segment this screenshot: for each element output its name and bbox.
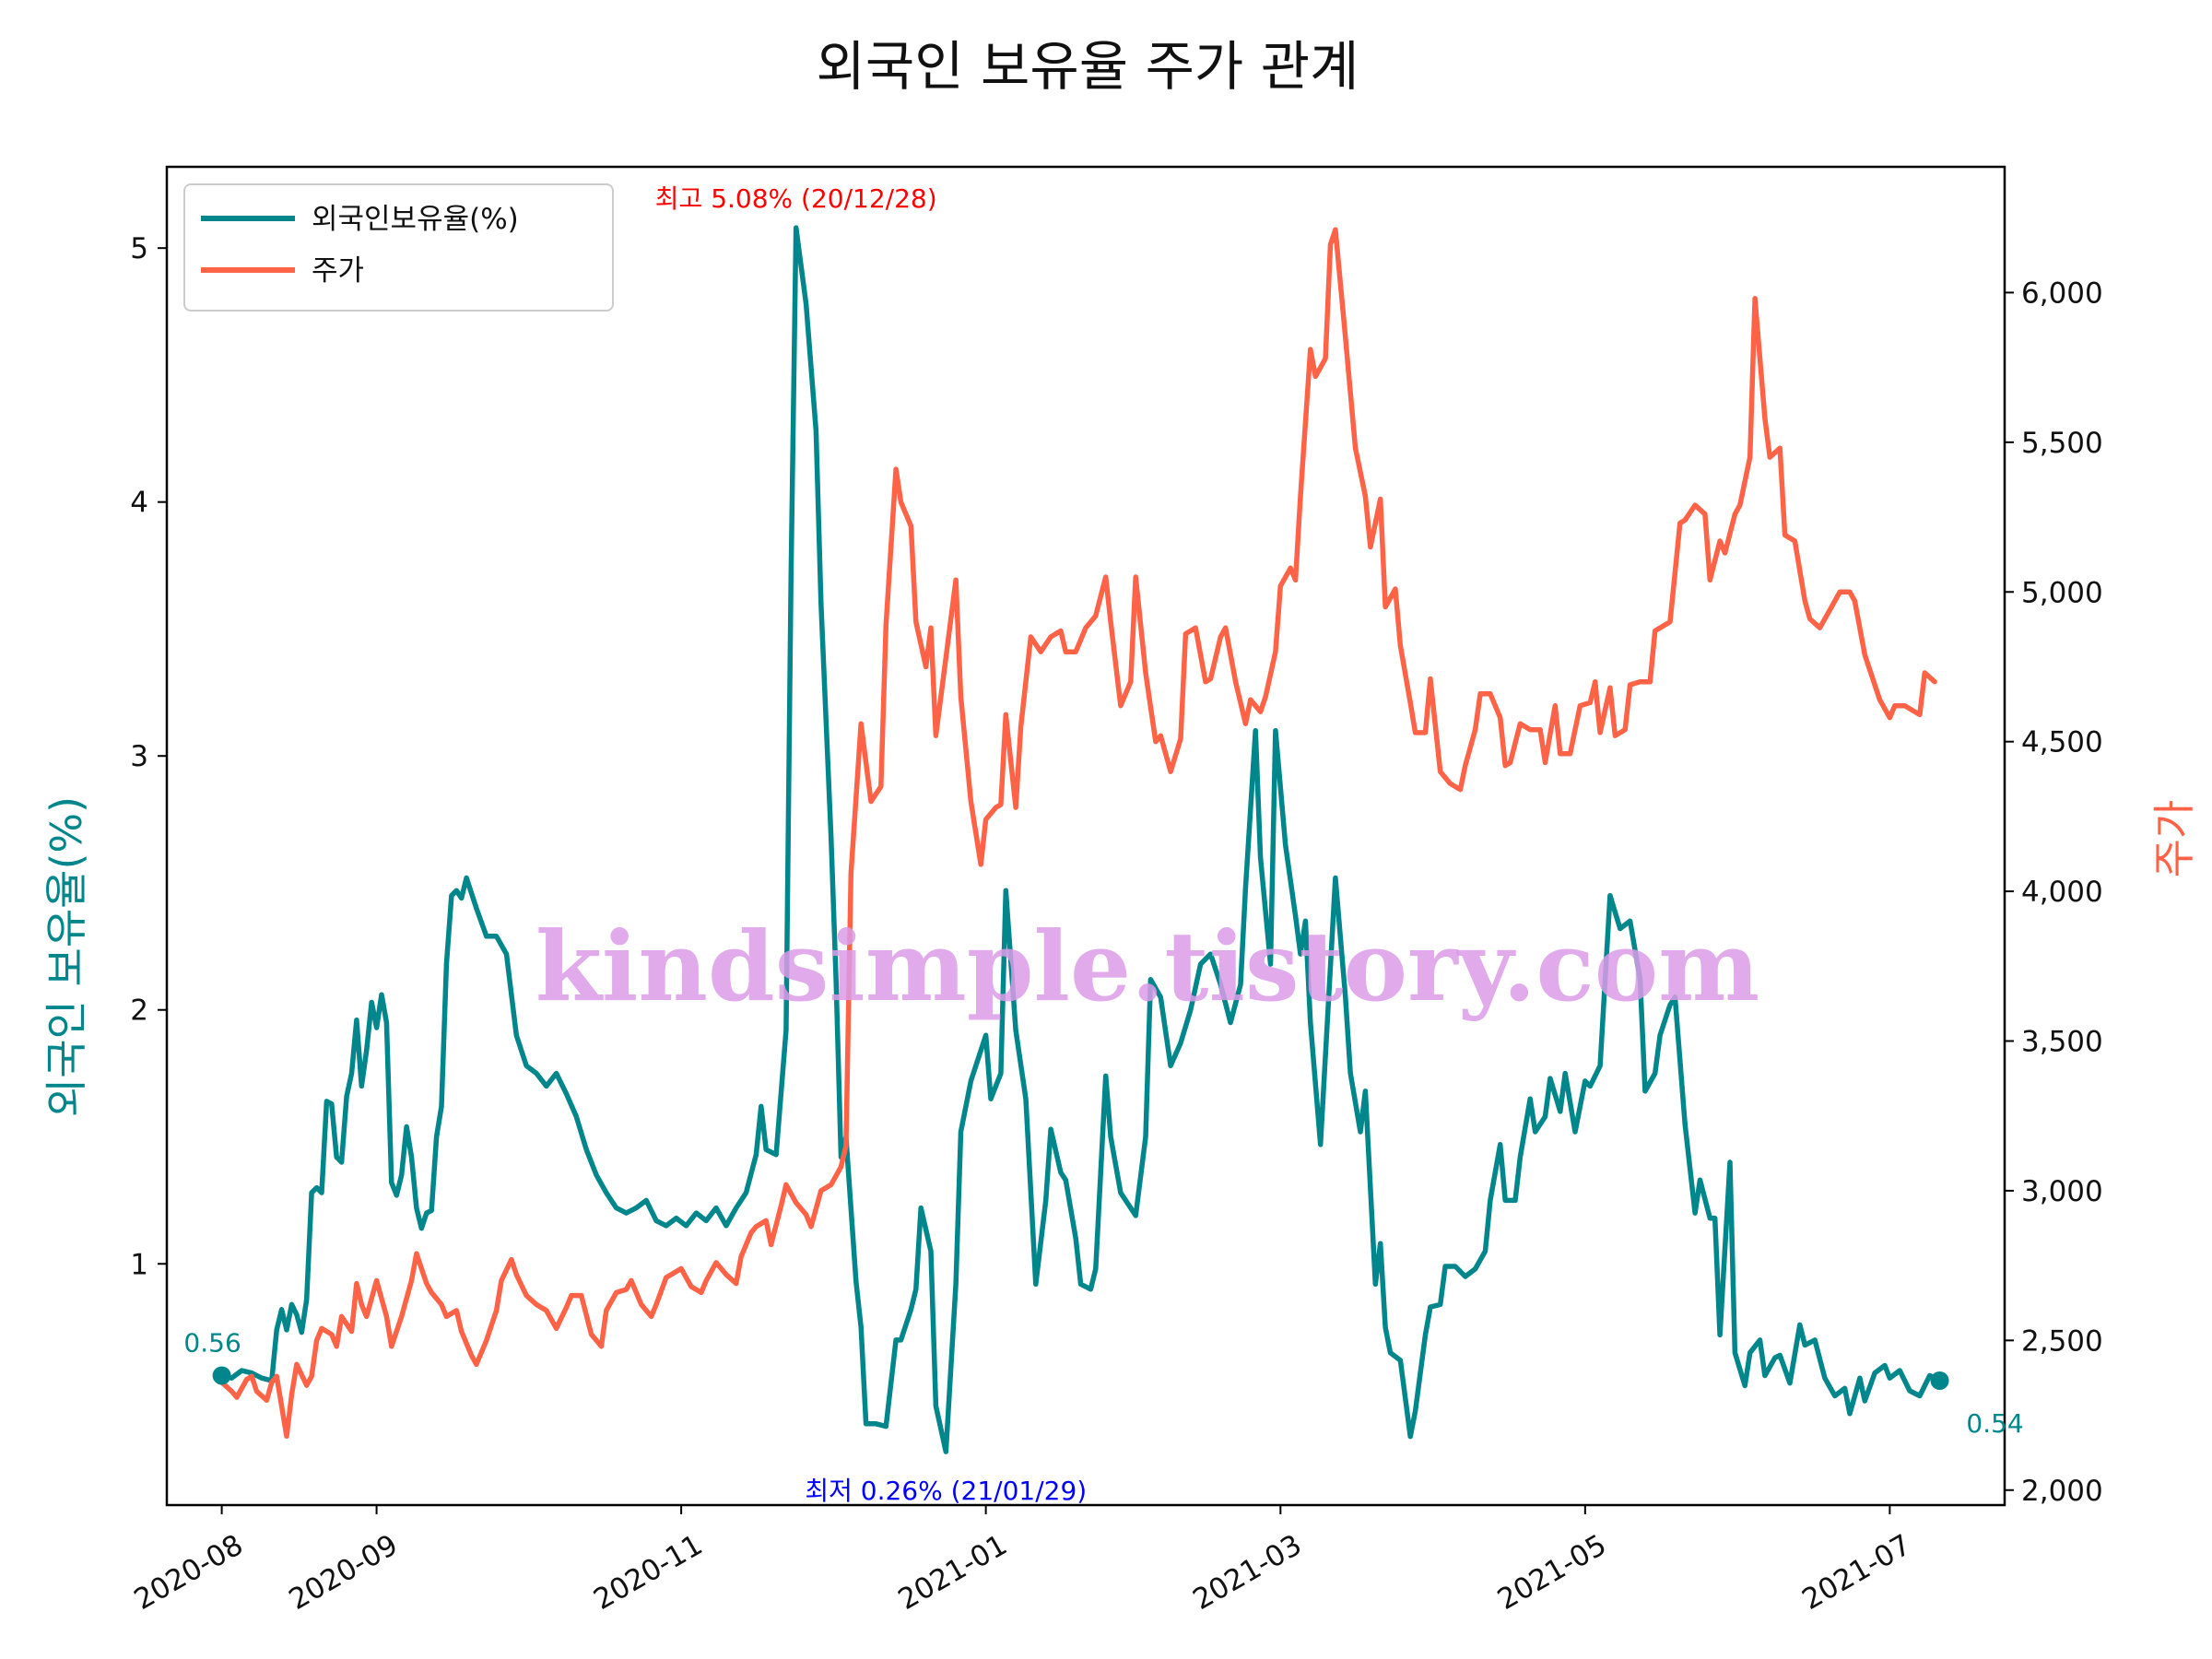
x-tick-label: 2021-03 bbox=[1187, 1528, 1307, 1617]
series-layer bbox=[212, 225, 1949, 1454]
series-line-foreign-ratio bbox=[218, 225, 1943, 1454]
end-point-marker bbox=[1930, 1371, 1949, 1390]
min-annotation: 최저 0.26% (21/01/29) bbox=[805, 1476, 1087, 1506]
y-left-tick-label: 1 bbox=[130, 1248, 148, 1281]
x-tick-label: 2021-01 bbox=[893, 1528, 1013, 1617]
y-right-tick-label: 6,000 bbox=[2021, 276, 2103, 310]
y-axis-left: 1 2 3 4 5 bbox=[130, 232, 167, 1281]
x-tick-label: 2021-05 bbox=[1492, 1528, 1612, 1617]
y-axis-left-label: 외국인 보유율(%) bbox=[41, 796, 91, 1117]
y-axis-right-label: 주가 bbox=[2149, 800, 2199, 878]
y-right-tick-label: 3,000 bbox=[2021, 1175, 2103, 1208]
legend: 외국인보유율(%) 주가 bbox=[183, 183, 614, 312]
y-right-tick-label: 4,000 bbox=[2021, 876, 2103, 909]
x-axis: 2020-08 2020-09 2020-11 2021-01 2021-03 2021-… bbox=[129, 1505, 1917, 1617]
series-line-price bbox=[218, 227, 1937, 1440]
legend-label-price: 주가 bbox=[312, 254, 364, 288]
chart-title: 외국인 보유율 주가 관계 bbox=[817, 35, 1359, 98]
y-axis-right: 2,000 2,500 3,000 3,500 4,000 4,500 5,000 5,500… bbox=[2005, 276, 2103, 1508]
y-right-tick-label: 2,000 bbox=[2021, 1475, 2103, 1508]
y-left-tick-label: 3 bbox=[130, 740, 148, 773]
y-right-tick-label: 2,500 bbox=[2021, 1324, 2103, 1358]
y-left-tick-label: 5 bbox=[130, 232, 148, 265]
annotation-layer: 0.56 0.54 최고 5.08% (20/12/28) 최저 0.26% (21/… bbox=[183, 183, 2023, 1506]
watermark-text: kindsimple.tistory.com bbox=[535, 910, 1759, 1023]
y-left-tick-label: 4 bbox=[130, 487, 148, 520]
x-tick-label: 2020-09 bbox=[284, 1528, 404, 1617]
x-tick-label: 2021-07 bbox=[1796, 1528, 1916, 1617]
y-right-tick-label: 3,500 bbox=[2021, 1026, 2103, 1059]
legend-label-foreign: 외국인보유율(%) bbox=[312, 203, 519, 236]
max-annotation: 최고 5.08% (20/12/28) bbox=[655, 183, 937, 214]
x-tick-label: 2020-11 bbox=[588, 1528, 708, 1617]
y-right-tick-label: 5,500 bbox=[2021, 427, 2103, 460]
y-left-tick-label: 2 bbox=[130, 994, 148, 1028]
x-tick-label: 2020-08 bbox=[129, 1528, 249, 1617]
y-right-tick-label: 5,000 bbox=[2021, 576, 2103, 609]
plot-frame bbox=[165, 165, 2006, 1507]
end-value-label: 0.54 bbox=[1966, 1408, 2023, 1439]
start-point-marker bbox=[212, 1366, 231, 1385]
y-right-tick-label: 4,500 bbox=[2021, 726, 2103, 759]
start-value-label: 0.56 bbox=[183, 1327, 241, 1358]
